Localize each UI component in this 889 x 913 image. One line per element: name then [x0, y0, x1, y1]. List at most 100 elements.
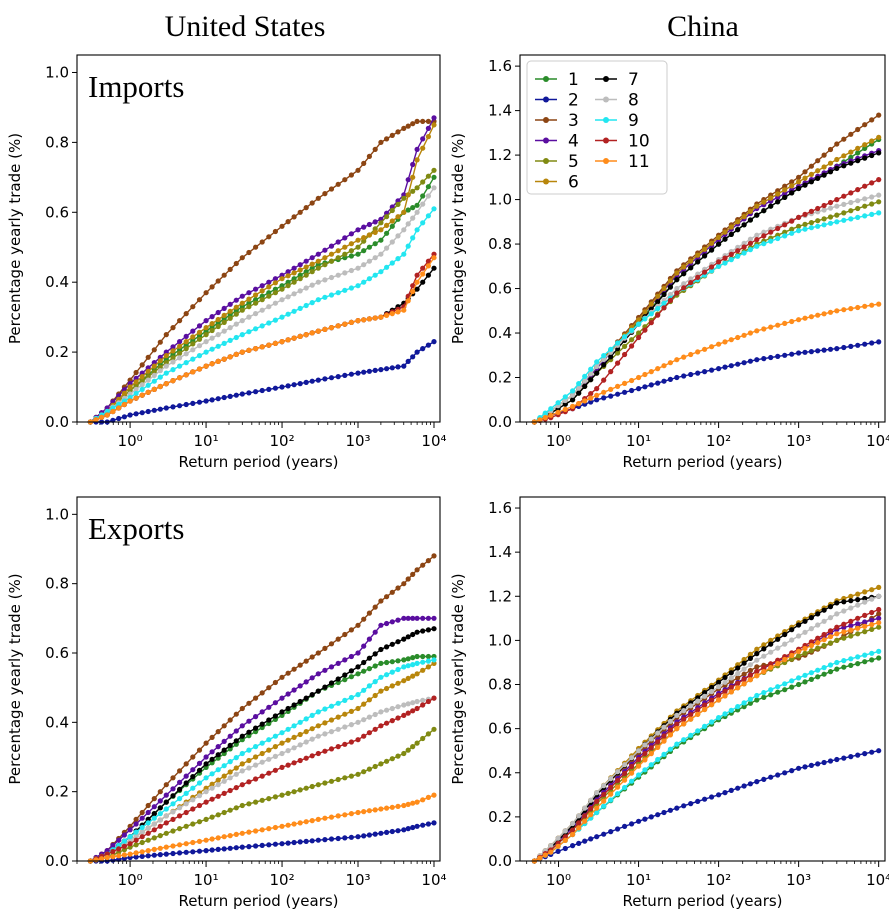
data-point [183, 339, 189, 345]
data-point [768, 665, 774, 671]
data-point [297, 757, 303, 764]
data-point [272, 753, 278, 760]
data-point [121, 838, 127, 844]
data-point [170, 355, 176, 361]
data-point [722, 339, 728, 345]
data-point [608, 393, 614, 399]
data-point [322, 255, 328, 261]
data-point [279, 695, 285, 701]
data-point [285, 737, 291, 743]
data-point [862, 629, 868, 635]
data-point [291, 745, 297, 751]
data-point [420, 735, 426, 742]
data-point [335, 776, 341, 783]
data-point [576, 381, 582, 387]
data-point [372, 315, 378, 321]
data-point [378, 806, 384, 812]
series-line-8 [90, 697, 435, 862]
legend-marker [543, 178, 549, 185]
data-point [834, 156, 840, 163]
data-point [303, 785, 309, 791]
data-point [869, 194, 875, 200]
data-point [855, 214, 861, 220]
data-point [661, 724, 667, 730]
data-point [151, 372, 157, 378]
data-point [862, 619, 868, 625]
data-point [366, 666, 372, 672]
data-point [869, 650, 875, 656]
data-point [163, 820, 169, 826]
data-point [709, 794, 715, 800]
data-point [722, 693, 728, 699]
data-point [190, 806, 196, 812]
data-point [688, 732, 694, 738]
data-point [855, 615, 861, 621]
data-point [570, 843, 576, 849]
data-point [361, 224, 367, 230]
data-point [163, 332, 169, 338]
data-point [761, 229, 767, 235]
data-point [629, 778, 635, 784]
data-point [253, 286, 259, 292]
data-point [594, 386, 600, 392]
data-point [754, 212, 760, 218]
data-point [239, 391, 245, 397]
data-point [133, 854, 139, 860]
data-point [183, 773, 189, 779]
data-point [342, 287, 348, 293]
data-point [366, 153, 372, 159]
data-point [246, 747, 252, 753]
data-point [246, 829, 252, 835]
data-point [309, 838, 315, 844]
data-point [761, 669, 767, 675]
data-point [151, 835, 157, 841]
data-point [285, 337, 291, 343]
data-point [272, 300, 278, 306]
data-point [190, 304, 196, 310]
data-point [342, 657, 348, 663]
data-point [537, 855, 543, 861]
data-point [384, 620, 390, 627]
data-point [328, 729, 335, 735]
data-point [754, 692, 760, 699]
data-point [768, 637, 774, 644]
data-point [425, 272, 431, 278]
data-point [145, 830, 151, 836]
series-5 [531, 624, 882, 864]
data-point [855, 752, 861, 758]
data-point [420, 697, 426, 704]
data-point [183, 351, 189, 357]
data-point [177, 350, 183, 356]
data-point [309, 269, 315, 275]
x-tick-label: 10⁰ [546, 871, 571, 889]
data-point [821, 642, 827, 649]
data-point [808, 626, 815, 632]
data-point [209, 346, 215, 352]
data-point [695, 274, 701, 280]
data-point [821, 216, 827, 222]
data-point [246, 718, 252, 724]
data-point [821, 671, 827, 677]
data-point [582, 818, 588, 824]
data-point [855, 187, 861, 193]
data-point [246, 779, 252, 785]
data-point [636, 374, 642, 381]
data-point [335, 714, 341, 720]
data-point [702, 253, 708, 259]
data-point [203, 789, 209, 795]
data-point [246, 757, 252, 764]
data-point [728, 675, 734, 681]
data-point [163, 405, 169, 411]
data-point [869, 302, 875, 308]
data-point [425, 821, 431, 827]
data-point [170, 378, 176, 384]
data-point [196, 747, 203, 753]
data-point [246, 801, 252, 807]
data-point [133, 850, 139, 856]
data-point [190, 785, 196, 791]
data-point [209, 361, 215, 367]
data-point [309, 736, 315, 742]
data-point [815, 223, 821, 229]
